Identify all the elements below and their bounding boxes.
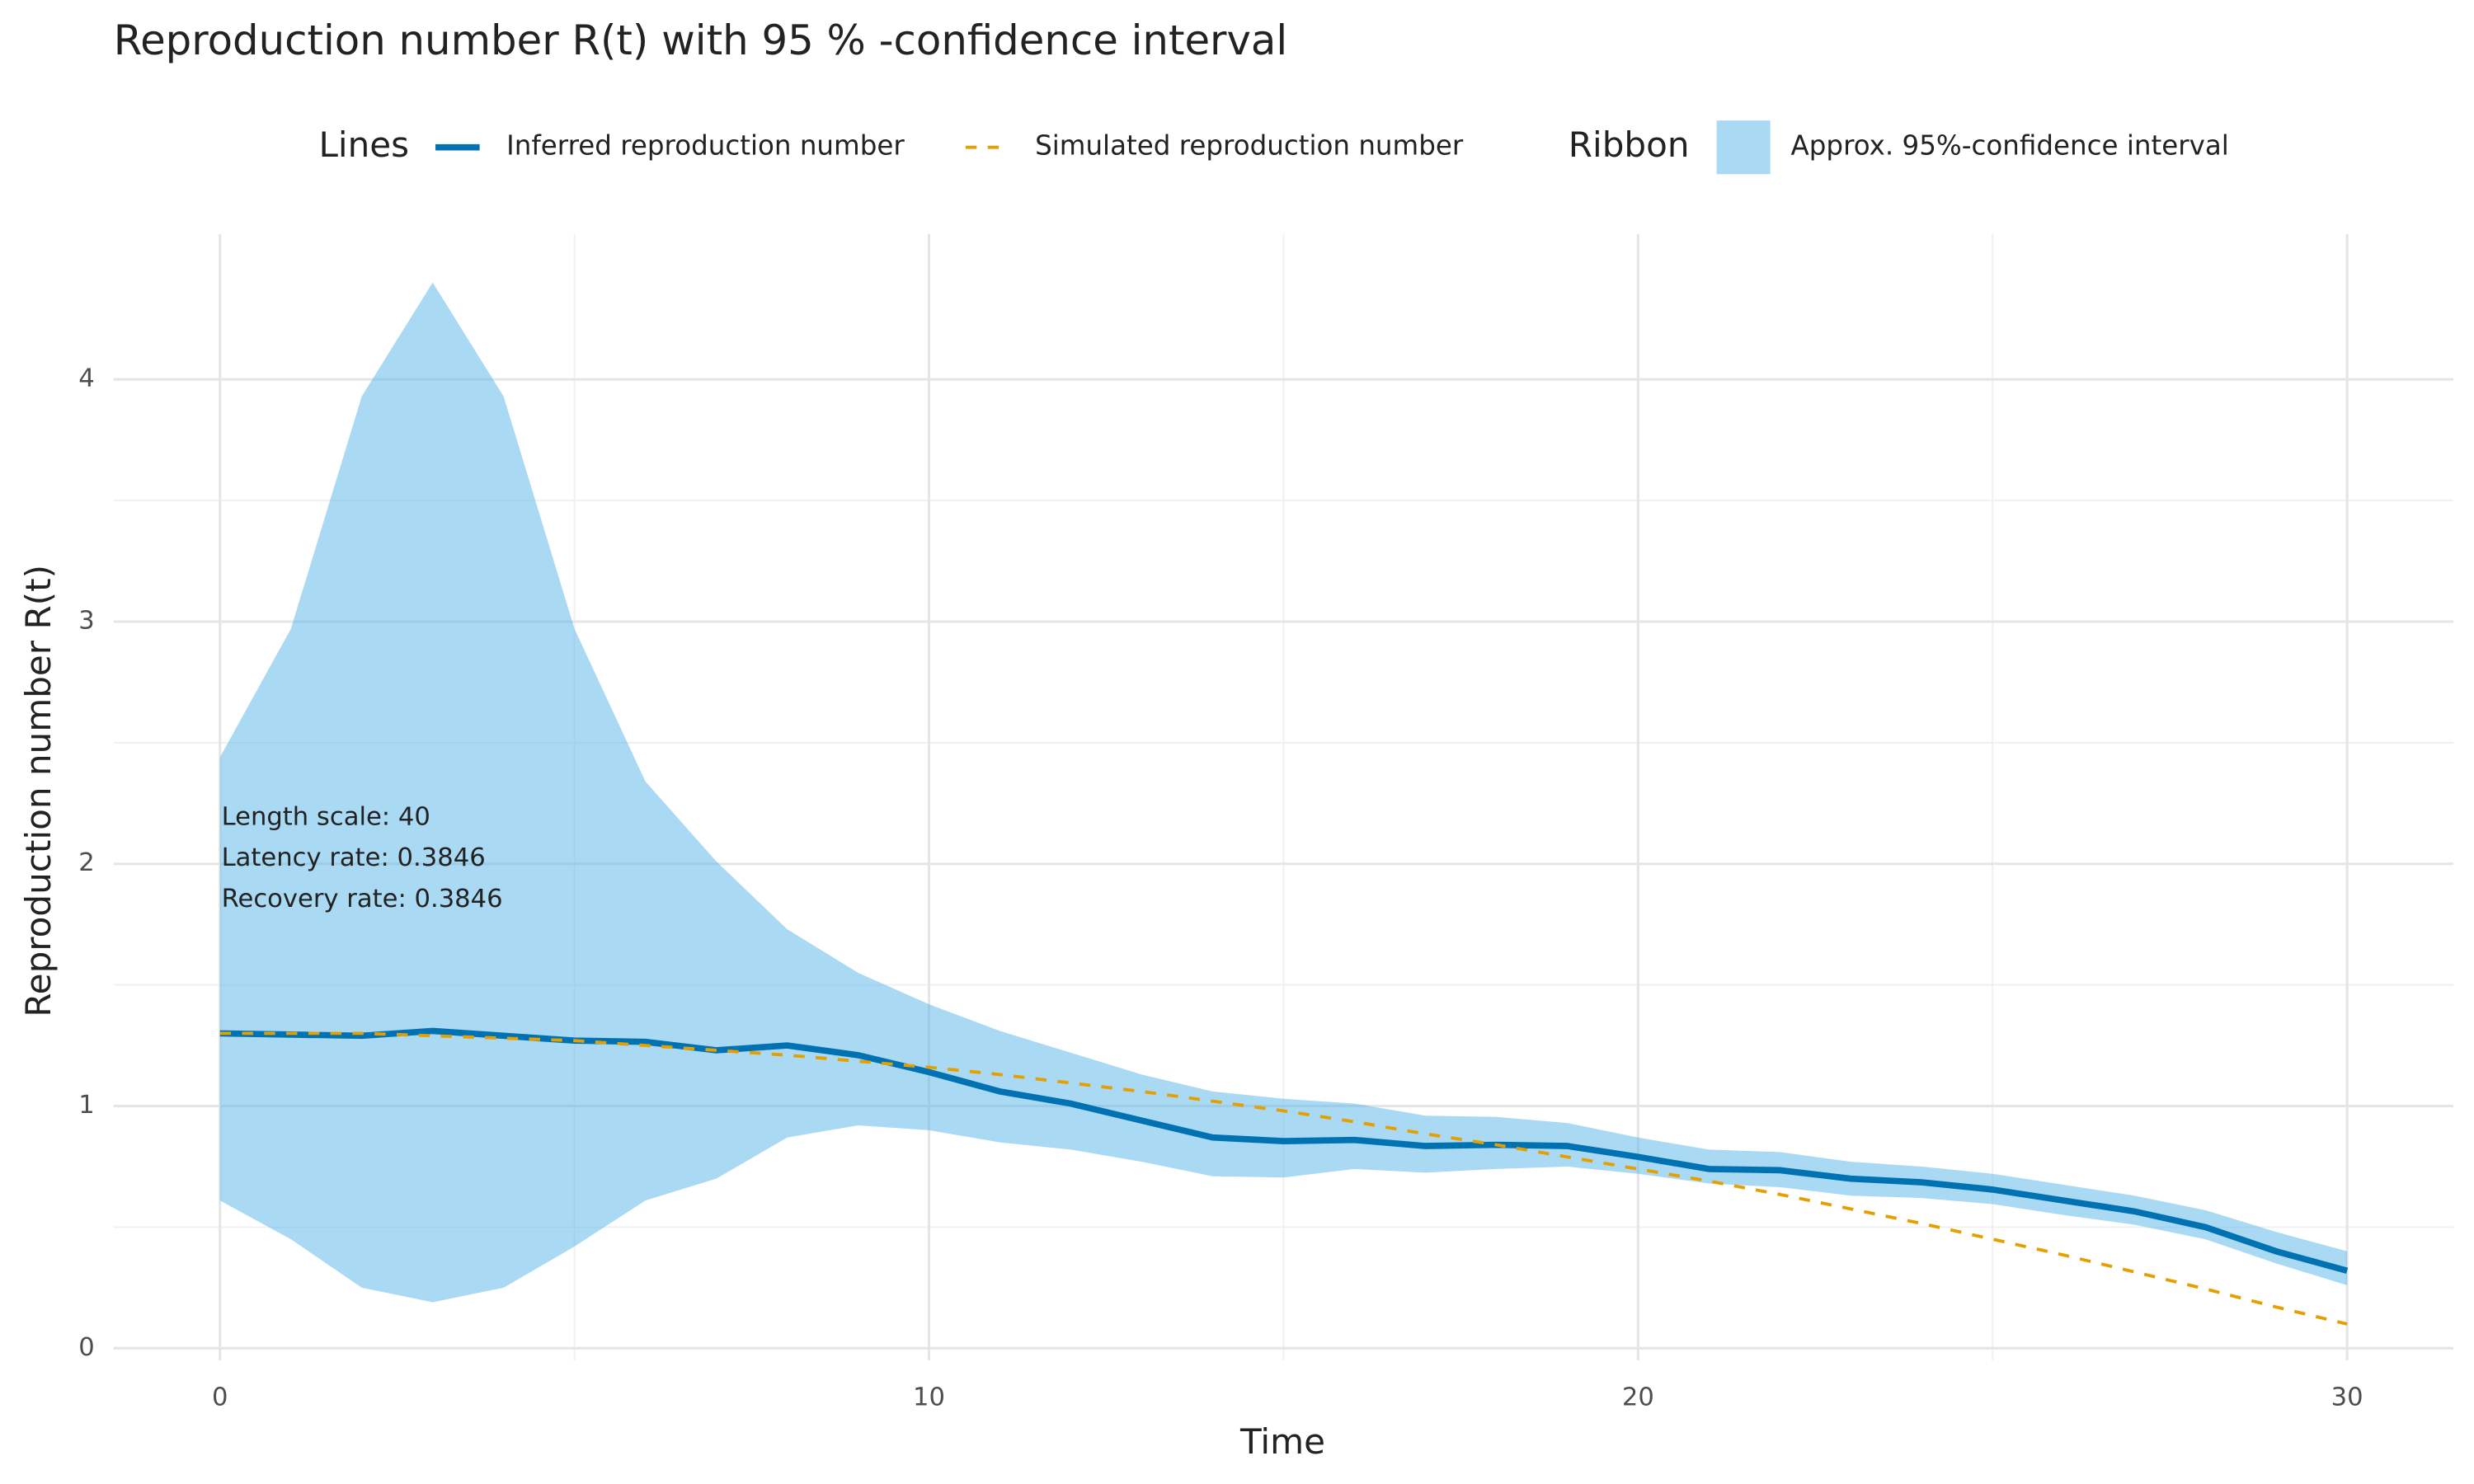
x-tick-label: 30 — [2331, 1383, 2363, 1411]
y-axis-title: Reproduction number R(t) — [18, 565, 59, 1017]
y-tick-label: 0 — [78, 1333, 94, 1362]
y-tick-label: 1 — [78, 1091, 94, 1120]
line — [219, 1031, 2348, 1326]
x-tick-label: 20 — [1622, 1383, 1654, 1411]
y-tick-label: 3 — [78, 606, 94, 635]
legend-label: Approx. 95%-confidence interval — [1791, 130, 2229, 162]
y-tick-label: 4 — [78, 364, 94, 393]
annotation: Latency rate: 0.3846 — [222, 843, 486, 872]
annotation: Recovery rate: 0.3846 — [222, 885, 503, 913]
chart-title: Reproduction number R(t) with 95 % -conf… — [114, 16, 1287, 64]
legend-label: Inferred reproduction number — [506, 130, 905, 162]
legend-label: Simulated reproduction number — [1035, 130, 1464, 162]
legend-title: Lines — [318, 124, 409, 165]
legend-title: Ribbon — [1569, 124, 1690, 165]
x-tick-label: 0 — [212, 1383, 228, 1411]
annotation: Length scale: 40 — [222, 802, 430, 831]
y-tick-label: 2 — [78, 848, 94, 877]
x-axis-title: Time — [1239, 1421, 1325, 1462]
legend-swatch — [1716, 120, 1771, 175]
x-tick-label: 10 — [913, 1383, 945, 1411]
